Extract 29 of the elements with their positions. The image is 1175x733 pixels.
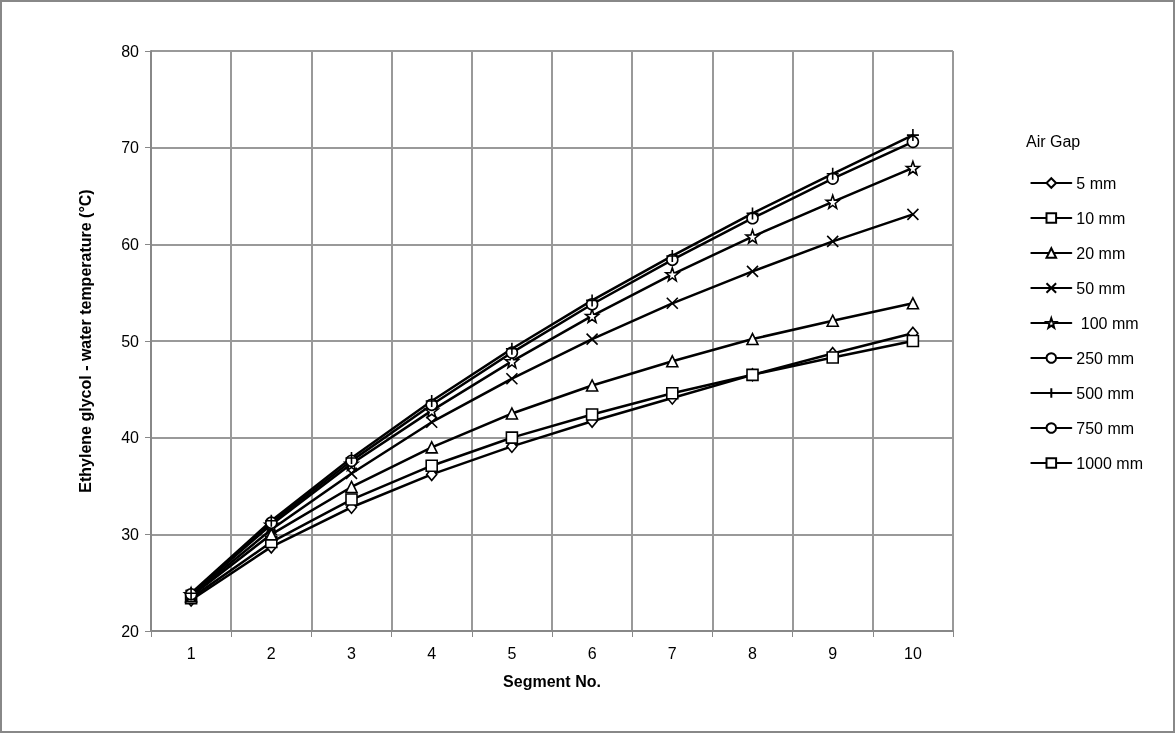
legend-label: 1000 mm [1076,454,1144,472]
y-tick-label: 30 [121,525,140,543]
y-tick-label: 60 [121,235,140,253]
x-tick-label: 10 [904,644,922,662]
x-tick-label: 2 [266,644,276,662]
x-tick-label: 9 [828,644,838,662]
x-tick-label: 5 [507,644,517,662]
legend-label: 500 mm [1076,384,1135,402]
x-tick-label: 3 [347,644,357,662]
y-tick-label: 50 [121,332,140,350]
legend-label: 100 mm [1076,314,1139,332]
legend-label: 5 mm [1076,174,1117,192]
legend-label: 750 mm [1076,419,1135,437]
x-tick-label: 1 [186,644,196,662]
legend-label: 10 mm [1076,209,1126,227]
y-tick-label: 20 [121,622,140,640]
x-tick-label: 4 [427,644,437,662]
x-tick-label: 6 [587,644,597,662]
x-axis-title: Segment No. [503,672,601,690]
x-tick-label: 8 [748,644,758,662]
legend-label: 50 mm [1076,279,1126,297]
y-tick-label: 70 [121,139,140,157]
y-axis-title: Ethylene glycol - water temperature (°C) [76,189,94,493]
y-tick-label: 40 [121,429,140,447]
legend-label: 20 mm [1076,244,1126,262]
y-tick-label: 80 [121,42,140,60]
legend-title: Air Gap [1026,132,1081,150]
legend-label: 250 mm [1076,349,1135,367]
x-tick-label: 7 [667,644,677,662]
